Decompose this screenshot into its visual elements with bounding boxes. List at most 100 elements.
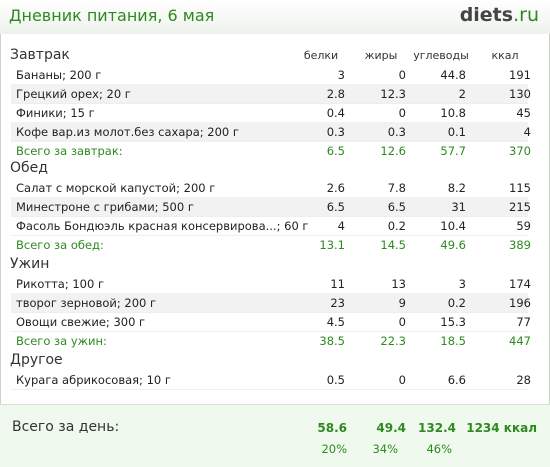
- page-title: Дневник питания, 6 мая: [9, 6, 215, 25]
- food-row[interactable]: Финики; 15 г 0.4 0 10.8 45: [11, 103, 531, 123]
- food-name: Рикотта; 100 г: [16, 277, 105, 291]
- meal-title-breakfast: Завтрак: [10, 47, 70, 63]
- food-fat: 0: [398, 315, 406, 329]
- site-logo[interactable]: diets.ru: [460, 4, 539, 26]
- total-carbs: 57.7: [440, 144, 466, 158]
- column-header-fat: жиры: [364, 49, 398, 62]
- food-fat: 0: [398, 373, 406, 387]
- food-protein: 6.5: [326, 200, 345, 214]
- food-row[interactable]: Фасоль Бондюэль красная консервирова...;…: [11, 216, 531, 236]
- daily-total-label: Всего за день:: [12, 419, 120, 435]
- food-protein: 2.6: [326, 181, 345, 195]
- food-fat: 0.3: [387, 125, 406, 139]
- food-name: Кофе вар.из молот.без сахара; 200 г: [16, 125, 239, 139]
- meal-total-label: Всего за завтрак:: [16, 144, 123, 158]
- total-fat: 14.5: [380, 238, 406, 252]
- food-row[interactable]: Овощи свежие; 300 г 4.5 0 15.3 77: [11, 312, 531, 332]
- food-carbs: 10.8: [440, 106, 466, 120]
- total-carbs: 18.5: [440, 334, 466, 348]
- meal-title-dinner: Ужин: [10, 256, 50, 272]
- food-fat: 0: [398, 68, 406, 82]
- food-fat: 0: [398, 106, 406, 120]
- food-protein: 4.5: [326, 315, 345, 329]
- food-name: Салат с морской капустой; 200 г: [16, 181, 216, 195]
- food-fat: 9: [398, 296, 406, 310]
- food-row[interactable]: Грецкий орех; 20 г 2.8 12.3 2 130: [11, 84, 531, 104]
- food-carbs: 8.2: [447, 181, 466, 195]
- food-carbs: 6.6: [447, 373, 466, 387]
- total-fat: 12.6: [380, 144, 406, 158]
- food-row[interactable]: Минестроне с грибами; 500 г 6.5 6.5 31 2…: [11, 197, 531, 217]
- column-header-kcal: ккал: [491, 49, 519, 62]
- food-protein: 2.8: [326, 87, 345, 101]
- food-name: творог зерновой; 200 г: [16, 296, 157, 310]
- food-kcal: 174: [509, 277, 531, 291]
- total-kcal: 370: [509, 144, 531, 158]
- daily-protein: 58.6: [317, 421, 347, 435]
- food-carbs: 0.1: [447, 125, 466, 139]
- page-header: Дневник питания, 6 мая diets.ru: [0, 0, 550, 34]
- food-carbs: 2: [458, 87, 466, 101]
- daily-carbs: 132.4: [418, 421, 456, 435]
- meal-title-lunch: Обед: [10, 160, 48, 176]
- meal-total-label: Всего за ужин:: [16, 334, 107, 348]
- food-kcal: 4: [523, 125, 531, 139]
- food-fat: 12.3: [380, 87, 406, 101]
- food-row[interactable]: Рикотта; 100 г 11 13 3 174: [11, 274, 531, 294]
- food-row[interactable]: Бананы; 200 г 3 0 44.8 191: [11, 65, 531, 85]
- food-row[interactable]: творог зерновой; 200 г 23 9 0.2 196: [11, 293, 531, 313]
- daily-protein-percent: 20%: [321, 442, 347, 456]
- logo-tld: .ru: [513, 4, 539, 26]
- total-carbs: 49.6: [440, 238, 466, 252]
- daily-fat-percent: 34%: [372, 442, 398, 456]
- food-fat: 7.8: [387, 181, 406, 195]
- total-protein: 13.1: [319, 238, 345, 252]
- food-protein: 0.3: [326, 125, 345, 139]
- food-fat: 6.5: [387, 200, 406, 214]
- food-kcal: 115: [509, 181, 531, 195]
- food-name: Фасоль Бондюэль красная консервирова...;…: [16, 219, 309, 233]
- food-protein: 0.5: [326, 373, 345, 387]
- food-name: Грецкий орех; 20 г: [16, 87, 131, 101]
- total-protein: 6.5: [326, 144, 345, 158]
- food-name: Овощи свежие; 300 г: [16, 315, 146, 329]
- food-kcal: 28: [516, 373, 531, 387]
- food-protein: 23: [330, 296, 345, 310]
- food-protein: 4: [337, 219, 345, 233]
- food-name: Финики; 15 г: [16, 106, 95, 120]
- food-kcal: 130: [509, 87, 531, 101]
- food-kcal: 77: [516, 315, 531, 329]
- food-row[interactable]: Салат с морской капустой; 200 г 2.6 7.8 …: [11, 178, 531, 198]
- meal-title-other: Другое: [10, 352, 63, 368]
- food-carbs: 3: [458, 277, 466, 291]
- total-protein: 38.5: [319, 334, 345, 348]
- meal-total-row: Всего за обед: 13.1 14.5 49.6 389: [11, 235, 531, 254]
- food-row[interactable]: Кофе вар.из молот.без сахара; 200 г 0.3 …: [11, 122, 531, 142]
- food-protein: 0.4: [326, 106, 345, 120]
- food-fat: 0.2: [387, 219, 406, 233]
- daily-kcal: 1234 ккал: [466, 421, 537, 435]
- food-fat: 13: [391, 277, 406, 291]
- food-carbs: 44.8: [440, 68, 466, 82]
- food-carbs: 15.3: [440, 315, 466, 329]
- food-row[interactable]: Курага абрикосовая; 10 г 0.5 0 6.6 28: [11, 370, 531, 390]
- food-name: Минестроне с грибами; 500 г: [16, 200, 194, 214]
- food-name: Бананы; 200 г: [16, 68, 102, 82]
- meal-total-label: Всего за обед:: [16, 238, 104, 252]
- food-protein: 3: [337, 68, 345, 82]
- total-kcal: 389: [509, 238, 531, 252]
- food-carbs: 10.4: [440, 219, 466, 233]
- food-kcal: 215: [509, 200, 531, 214]
- daily-carbs-percent: 46%: [426, 442, 452, 456]
- food-kcal: 59: [516, 219, 531, 233]
- food-kcal: 196: [509, 296, 531, 310]
- meal-total-row: Всего за ужин: 38.5 22.3 18.5 447: [11, 331, 531, 350]
- column-header-carbs: углеводы: [413, 49, 469, 62]
- food-carbs: 31: [451, 200, 466, 214]
- food-protein: 11: [330, 277, 345, 291]
- food-name: Курага абрикосовая; 10 г: [16, 373, 171, 387]
- total-fat: 22.3: [380, 334, 406, 348]
- food-kcal: 45: [516, 106, 531, 120]
- food-kcal: 191: [509, 68, 531, 82]
- meal-total-row: Всего за завтрак: 6.5 12.6 57.7 370: [11, 141, 531, 160]
